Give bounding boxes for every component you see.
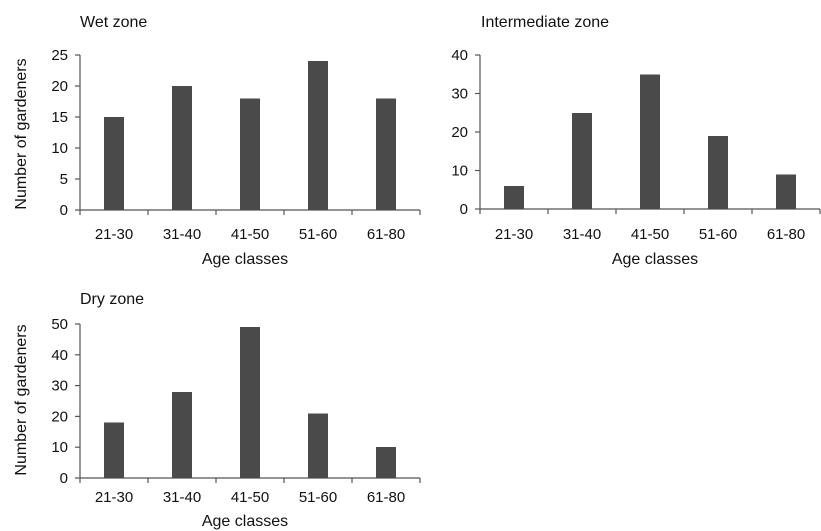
bar-41-50 [239,327,261,478]
y-tick-label: 40 [451,47,468,64]
y-tick-label: 25 [51,47,68,64]
y-tick-label: 40 [51,347,68,364]
y-tick-label: 0 [60,470,68,487]
x-tick-label: 61-80 [767,226,805,243]
y-tick-label: 5 [60,171,68,188]
x-tick-label: 51-60 [699,226,737,243]
chart-title: Wet zone [80,14,147,31]
x-axis-label: Age classes [612,251,698,268]
bar-51-60 [707,135,729,209]
y-tick-label: 20 [451,124,468,141]
x-tick-label: 51-60 [299,489,337,506]
y-tick-label: 30 [451,86,468,103]
x-tick-label: 61-80 [367,226,405,243]
chart-marks: 0 10 20 30 40 50 21-30 31-40 41-50 51-60 61-80 [51,316,421,506]
x-tick-label: 51-60 [299,226,337,243]
bar-31-40 [171,86,193,210]
y-tick-label: 0 [60,202,68,219]
bar-21-30 [103,422,125,478]
bar-31-40 [571,112,593,209]
bar-51-60 [307,413,329,478]
x-axis-label: Age classes [202,513,288,530]
y-axis-label: Number of gardeners [13,324,30,475]
bar-21-30 [503,185,525,209]
x-tick-label: 41-50 [231,489,269,506]
x-tick-label: 21-30 [495,226,533,243]
y-tick-label: 10 [451,163,468,180]
x-tick-label: 41-50 [631,226,669,243]
x-axis-label: Age classes [202,251,288,268]
chart-title: Dry zone [80,291,144,308]
x-tick-label: 31-40 [563,226,601,243]
x-tick-label: 21-30 [95,489,133,506]
x-tick-label: 31-40 [163,226,201,243]
bar-21-30 [103,117,125,210]
x-tick-label: 21-30 [95,226,133,243]
chart-title: Intermediate zone [481,14,609,31]
y-tick-label: 20 [51,78,68,95]
chart-intermediate-zone: Intermediate zone Age classes 0 10 20 30 40 2… [451,14,821,268]
y-tick-label: 30 [51,378,68,395]
y-tick-label: 15 [51,109,68,126]
chart-dry-zone: Dry zone Number of gardeners Age classes… [13,291,421,530]
bar-31-40 [171,391,193,478]
chart-wet-zone: Wet zone Number of gardeners Age classes… [13,14,421,268]
bar-61-80 [375,447,397,478]
y-tick-label: 10 [51,439,68,456]
chart-marks: 0 5 10 15 20 25 21-30 31-40 41-50 51-60 61-80 [51,47,421,243]
bar-51-60 [307,61,329,211]
y-tick-label: 10 [51,140,68,157]
bar-61-80 [775,174,797,209]
x-tick-label: 41-50 [231,226,269,243]
bar-41-50 [239,98,261,210]
x-tick-label: 31-40 [163,489,201,506]
y-tick-label: 20 [51,408,68,425]
x-tick-label: 61-80 [367,489,405,506]
y-tick-label: 50 [51,316,68,333]
y-axis-label: Number of gardeners [13,58,30,209]
bar-41-50 [639,74,661,209]
bar-61-80 [375,98,397,210]
chart-marks: 0 10 20 30 40 21-30 31-40 41-50 51-60 61-80 [451,47,821,243]
y-tick-label: 0 [460,201,468,218]
